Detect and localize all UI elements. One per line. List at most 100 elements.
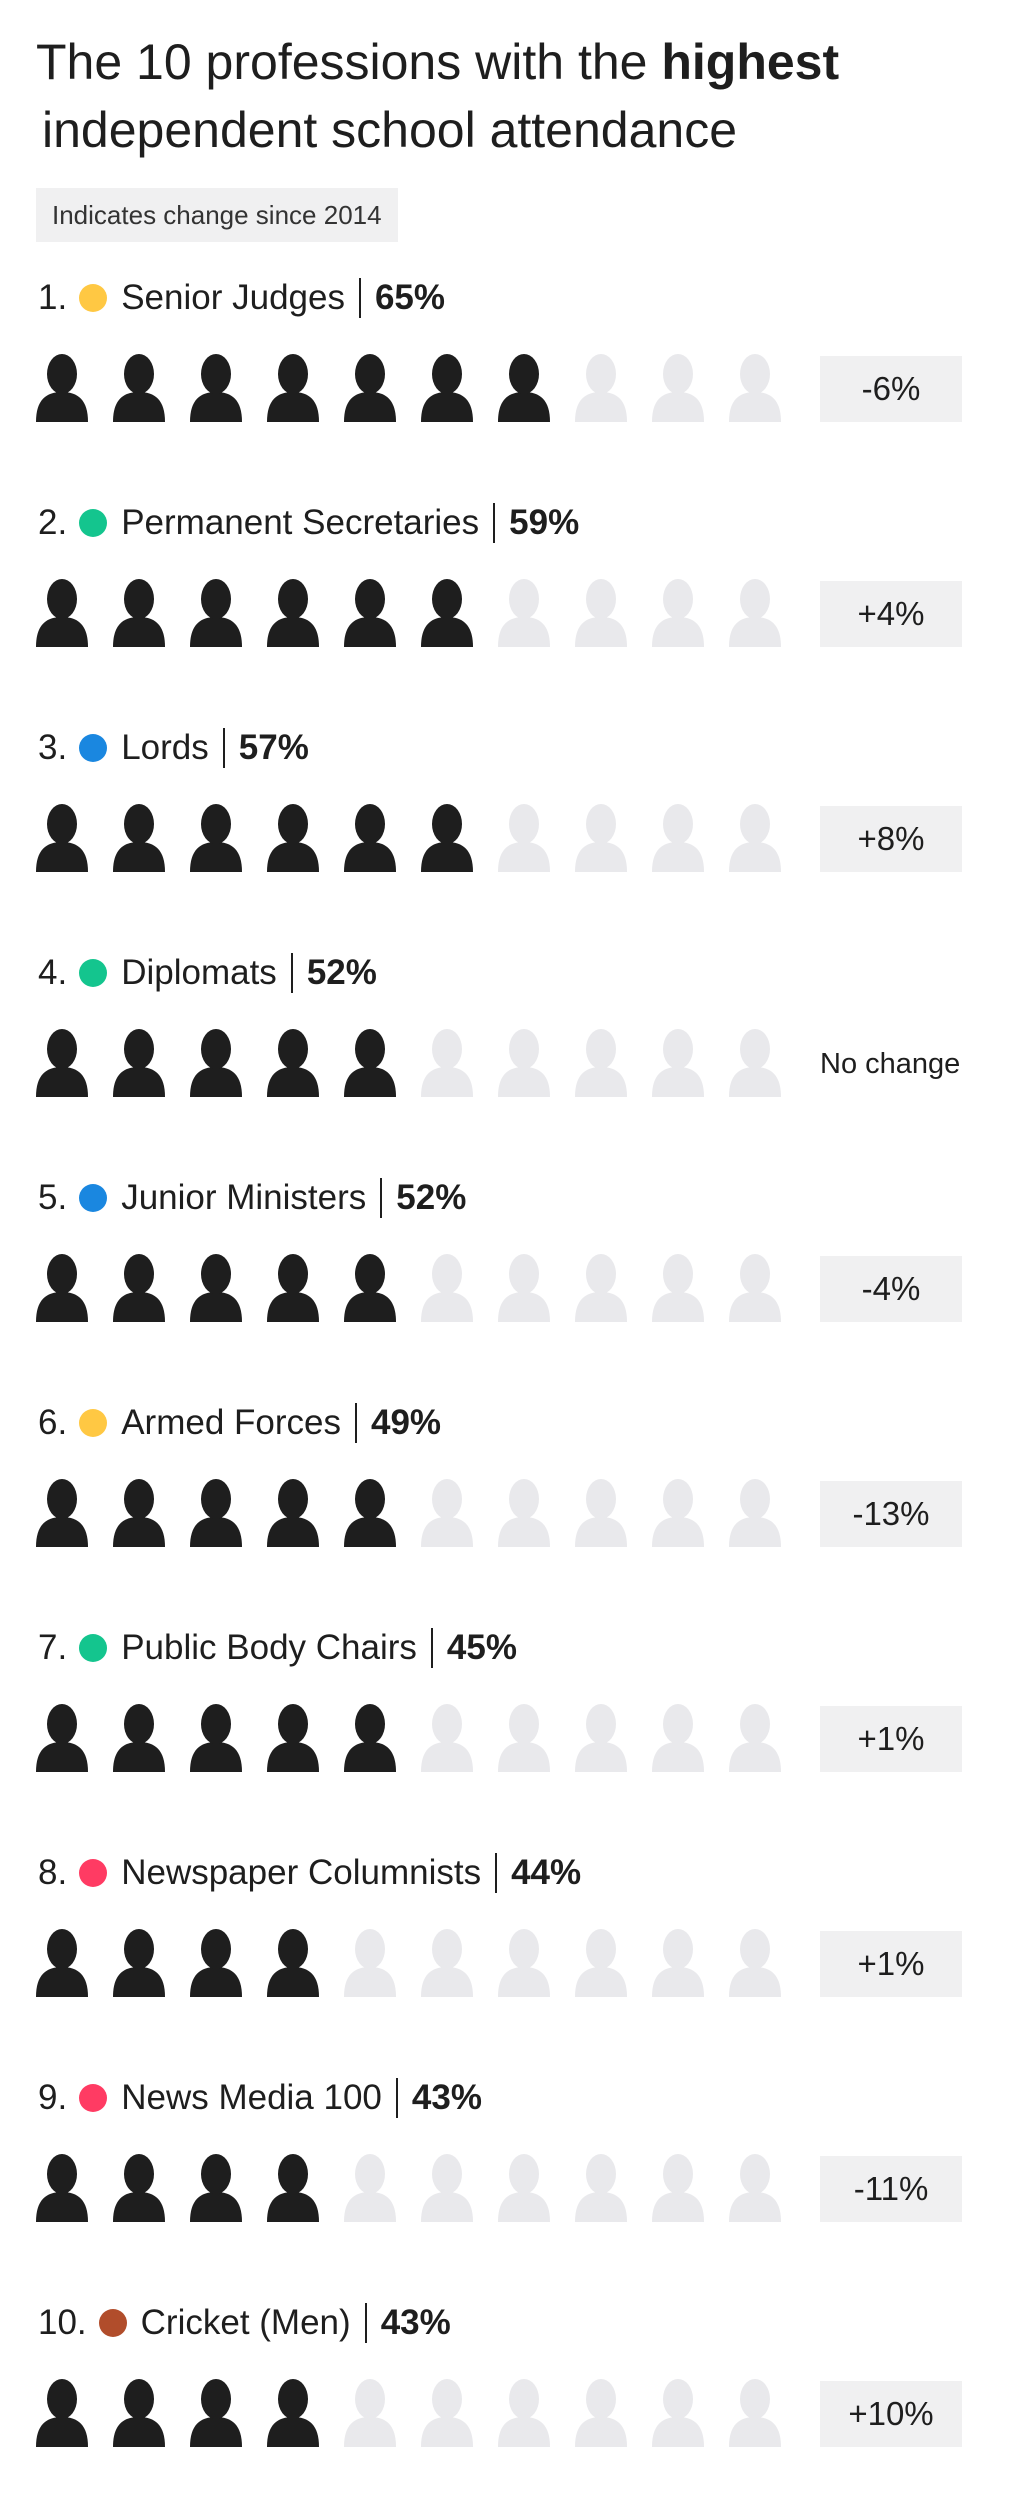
- profession-name: Armed Forces: [121, 1403, 341, 1442]
- row-label: 10. Cricket (Men) 43%: [38, 2295, 451, 2351]
- row-rank: 6.: [38, 1403, 68, 1442]
- row-rank: 2.: [38, 503, 68, 542]
- label-divider: [380, 1178, 383, 1218]
- pictogram-icons: [36, 1029, 781, 1097]
- pictogram-icons: [36, 2379, 781, 2447]
- person-icon-empty: [729, 579, 781, 647]
- person-icon-filled: [36, 2379, 88, 2447]
- change-badge: +1%: [820, 1931, 962, 1997]
- row-rank: 3.: [38, 728, 68, 767]
- person-icon-filled: [36, 579, 88, 647]
- person-icon-empty: [652, 1254, 704, 1322]
- person-icon-filled: [36, 2154, 88, 2222]
- person-icon-empty: [421, 1704, 473, 1772]
- label-divider: [430, 1628, 433, 1668]
- percentage-label: 45%: [446, 1628, 517, 1667]
- label-divider: [222, 728, 225, 768]
- person-icon-filled: [267, 1254, 319, 1322]
- person-icon-filled: [113, 1704, 165, 1772]
- profession-name: Permanent Secretaries: [121, 503, 480, 542]
- title-prefix: The 10 professions with the: [36, 34, 662, 90]
- person-icon-filled: [36, 1029, 88, 1097]
- person-icon-empty: [652, 354, 704, 422]
- person-icon-filled: [344, 354, 396, 422]
- change-badge: +4%: [820, 581, 962, 647]
- pictogram-icons: [36, 2154, 781, 2222]
- person-icon-empty: [421, 2379, 473, 2447]
- person-icon-empty: [652, 2379, 704, 2447]
- row-rank: 9.: [38, 2078, 68, 2117]
- profession-name: News Media 100: [121, 2078, 382, 2117]
- person-icon-filled: [344, 1029, 396, 1097]
- row-rank: 7.: [38, 1628, 68, 1667]
- person-icon-empty: [729, 354, 781, 422]
- person-icon-empty: [575, 1254, 627, 1322]
- percentage-label: 44%: [511, 1853, 582, 1892]
- person-icon-filled: [344, 579, 396, 647]
- person-icon-empty: [652, 1704, 704, 1772]
- person-icon-filled: [190, 1479, 242, 1547]
- person-icon-empty: [575, 1029, 627, 1097]
- person-icon-empty: [652, 1479, 704, 1547]
- change-badge: -4%: [820, 1256, 962, 1322]
- category-dot-icon: [79, 1859, 108, 1887]
- person-icon-filled: [344, 1479, 396, 1547]
- person-icon-filled: [190, 579, 242, 647]
- person-icon-empty: [729, 1479, 781, 1547]
- category-dot-icon: [79, 734, 108, 762]
- label-divider: [495, 1853, 498, 1893]
- person-icon-empty: [421, 1929, 473, 1997]
- profession-name: Senior Judges: [121, 278, 345, 317]
- row-rank: 4.: [38, 953, 68, 992]
- person-icon-empty: [421, 1254, 473, 1322]
- label-divider: [358, 278, 361, 318]
- person-icon-empty: [575, 2154, 627, 2222]
- person-icon-filled: [421, 804, 473, 872]
- person-icon-empty: [498, 1254, 550, 1322]
- person-icon-empty: [575, 1479, 627, 1547]
- profession-row: 6. Armed Forces 49% -13%: [0, 1395, 1012, 1595]
- person-icon-empty: [575, 804, 627, 872]
- percentage-label: 52%: [306, 953, 377, 992]
- person-icon-filled: [190, 2379, 242, 2447]
- change-badge: -13%: [820, 1481, 962, 1547]
- profession-row: 2. Permanent Secretaries 59% +4%: [0, 495, 1012, 695]
- person-icon-empty: [498, 2379, 550, 2447]
- pictogram-icons: [36, 579, 781, 647]
- label-divider: [395, 2078, 398, 2118]
- category-dot-icon: [79, 959, 108, 987]
- row-label: 4. Diplomats 52%: [38, 945, 377, 1001]
- person-icon-empty: [498, 2154, 550, 2222]
- profession-row: 8. Newspaper Columnists 44% +1%: [0, 1845, 1012, 2045]
- person-icon-empty: [498, 1479, 550, 1547]
- person-icon-filled: [344, 1704, 396, 1772]
- person-icon-filled: [113, 804, 165, 872]
- person-icon-empty: [652, 2154, 704, 2222]
- percentage-label: 43%: [411, 2078, 482, 2117]
- person-icon-filled: [498, 354, 550, 422]
- change-badge: +1%: [820, 1706, 962, 1772]
- person-icon-empty: [421, 2154, 473, 2222]
- row-label: 9. News Media 100 43%: [38, 2070, 482, 2126]
- row-label: 3. Lords 57%: [38, 720, 309, 776]
- row-label: 5. Junior Ministers 52%: [38, 1170, 466, 1226]
- person-icon-filled: [267, 1704, 319, 1772]
- change-badge: -6%: [820, 356, 962, 422]
- pictogram-icons: [36, 1254, 781, 1322]
- profession-row: 10. Cricket (Men) 43% +10%: [0, 2295, 1012, 2495]
- chart-title: The 10 professions with the highest inde…: [36, 28, 976, 164]
- person-icon-filled: [267, 579, 319, 647]
- profession-row: 7. Public Body Chairs 45% +1%: [0, 1620, 1012, 1820]
- person-icon-filled: [36, 1254, 88, 1322]
- person-icon-filled: [190, 2154, 242, 2222]
- person-icon-empty: [729, 1929, 781, 1997]
- person-icon-empty: [421, 1479, 473, 1547]
- person-icon-empty: [652, 579, 704, 647]
- change-badge: -11%: [820, 2156, 962, 2222]
- person-icon-filled: [190, 1029, 242, 1097]
- person-icon-empty: [652, 1029, 704, 1097]
- label-divider: [364, 2303, 367, 2343]
- person-icon-empty: [575, 579, 627, 647]
